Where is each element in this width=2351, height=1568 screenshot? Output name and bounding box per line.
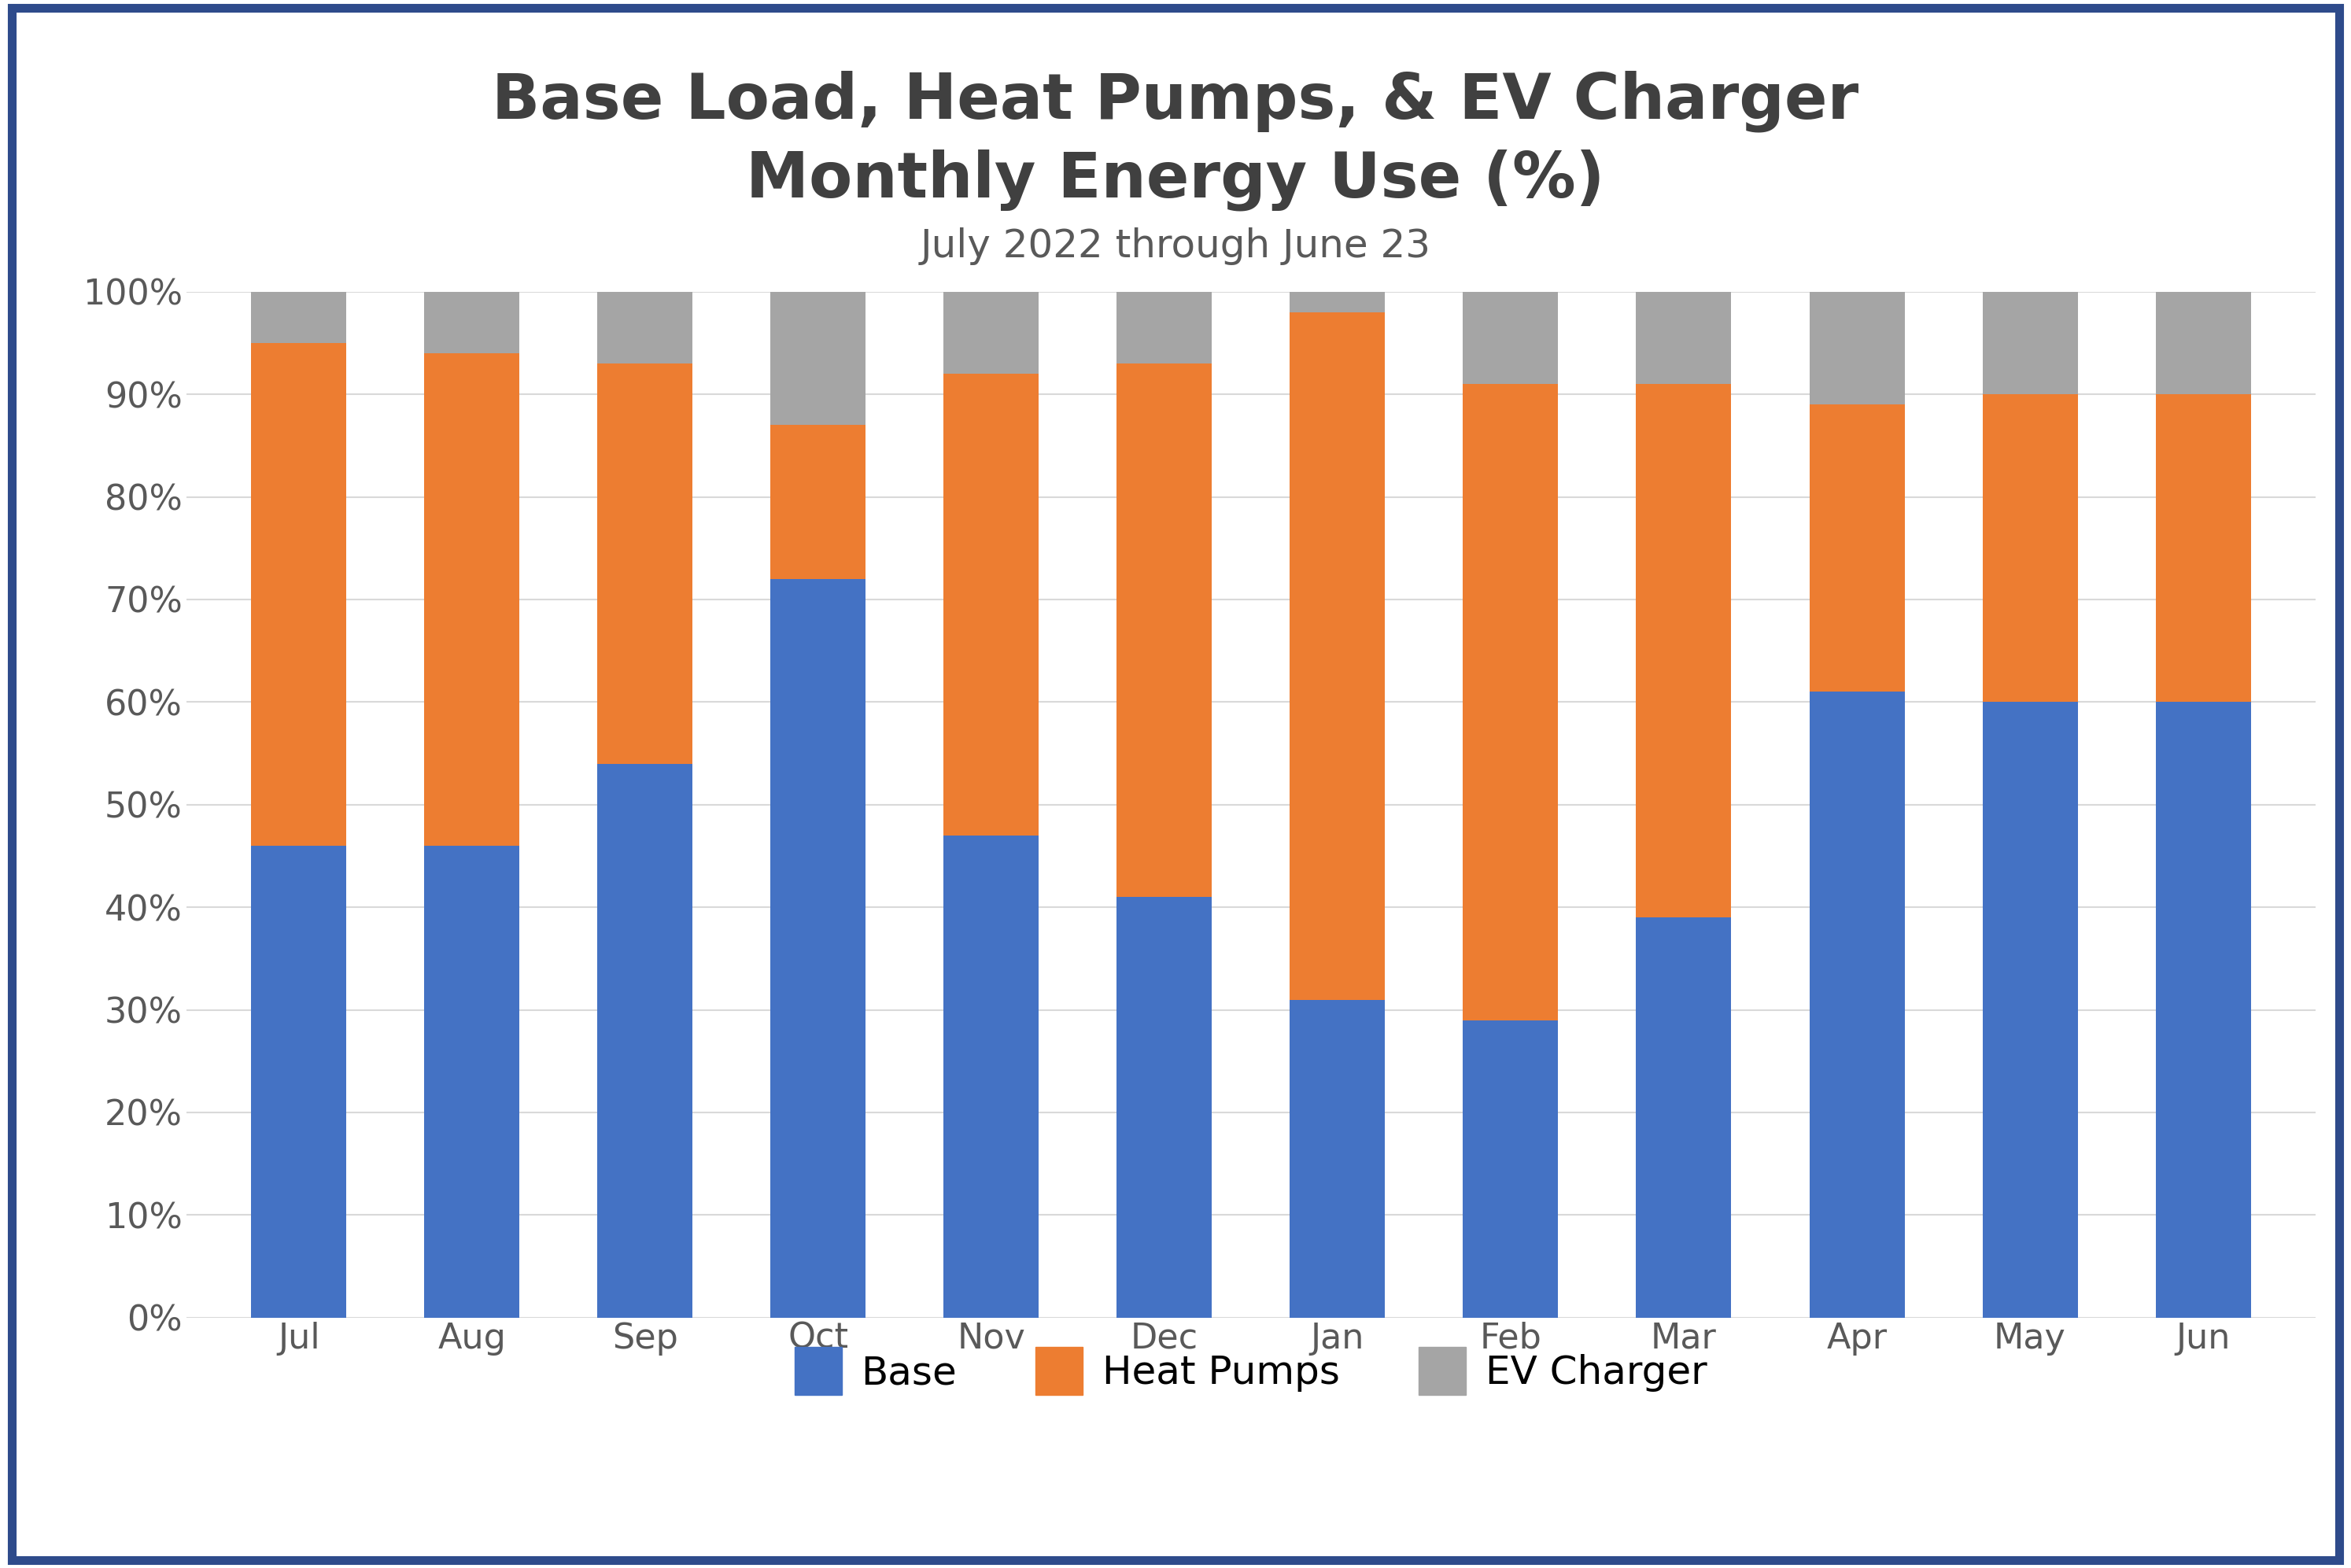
Legend: Base, Heat Pumps, EV Charger: Base, Heat Pumps, EV Charger [778, 1331, 1723, 1411]
Bar [2156, 702, 2250, 1317]
Bar [1291, 999, 1385, 1317]
Bar [1462, 384, 1559, 1021]
Bar [1810, 691, 1904, 1317]
Bar [1982, 394, 2078, 702]
Bar [597, 764, 694, 1317]
Bar [1636, 292, 1730, 384]
Bar [771, 579, 865, 1317]
Bar [423, 292, 520, 353]
Bar [1462, 1021, 1559, 1317]
Bar [252, 292, 346, 343]
Bar [252, 343, 346, 845]
Bar [1982, 702, 2078, 1317]
Bar [597, 292, 694, 364]
Bar [1810, 405, 1904, 691]
Bar [943, 292, 1039, 373]
Bar [252, 845, 346, 1317]
Bar [423, 353, 520, 845]
Bar [2156, 394, 2250, 702]
Bar [943, 836, 1039, 1317]
Bar [1636, 384, 1730, 917]
Bar [1291, 312, 1385, 999]
Bar [1462, 292, 1559, 384]
Bar [2156, 292, 2250, 394]
Bar [423, 845, 520, 1317]
Bar [1117, 364, 1213, 897]
Bar [1291, 292, 1385, 312]
Bar [1982, 292, 2078, 394]
Bar [1117, 897, 1213, 1317]
Text: Base Load, Heat Pumps, & EV Charger: Base Load, Heat Pumps, & EV Charger [491, 71, 1860, 132]
Text: July 2022 through June 23: July 2022 through June 23 [919, 227, 1432, 265]
Bar [943, 373, 1039, 836]
Bar [1810, 292, 1904, 405]
Bar [1117, 292, 1213, 364]
Bar [1636, 917, 1730, 1317]
Bar [771, 292, 865, 425]
Text: Monthly Energy Use (%): Monthly Energy Use (%) [745, 149, 1606, 210]
Bar [597, 364, 694, 764]
Bar [771, 425, 865, 579]
